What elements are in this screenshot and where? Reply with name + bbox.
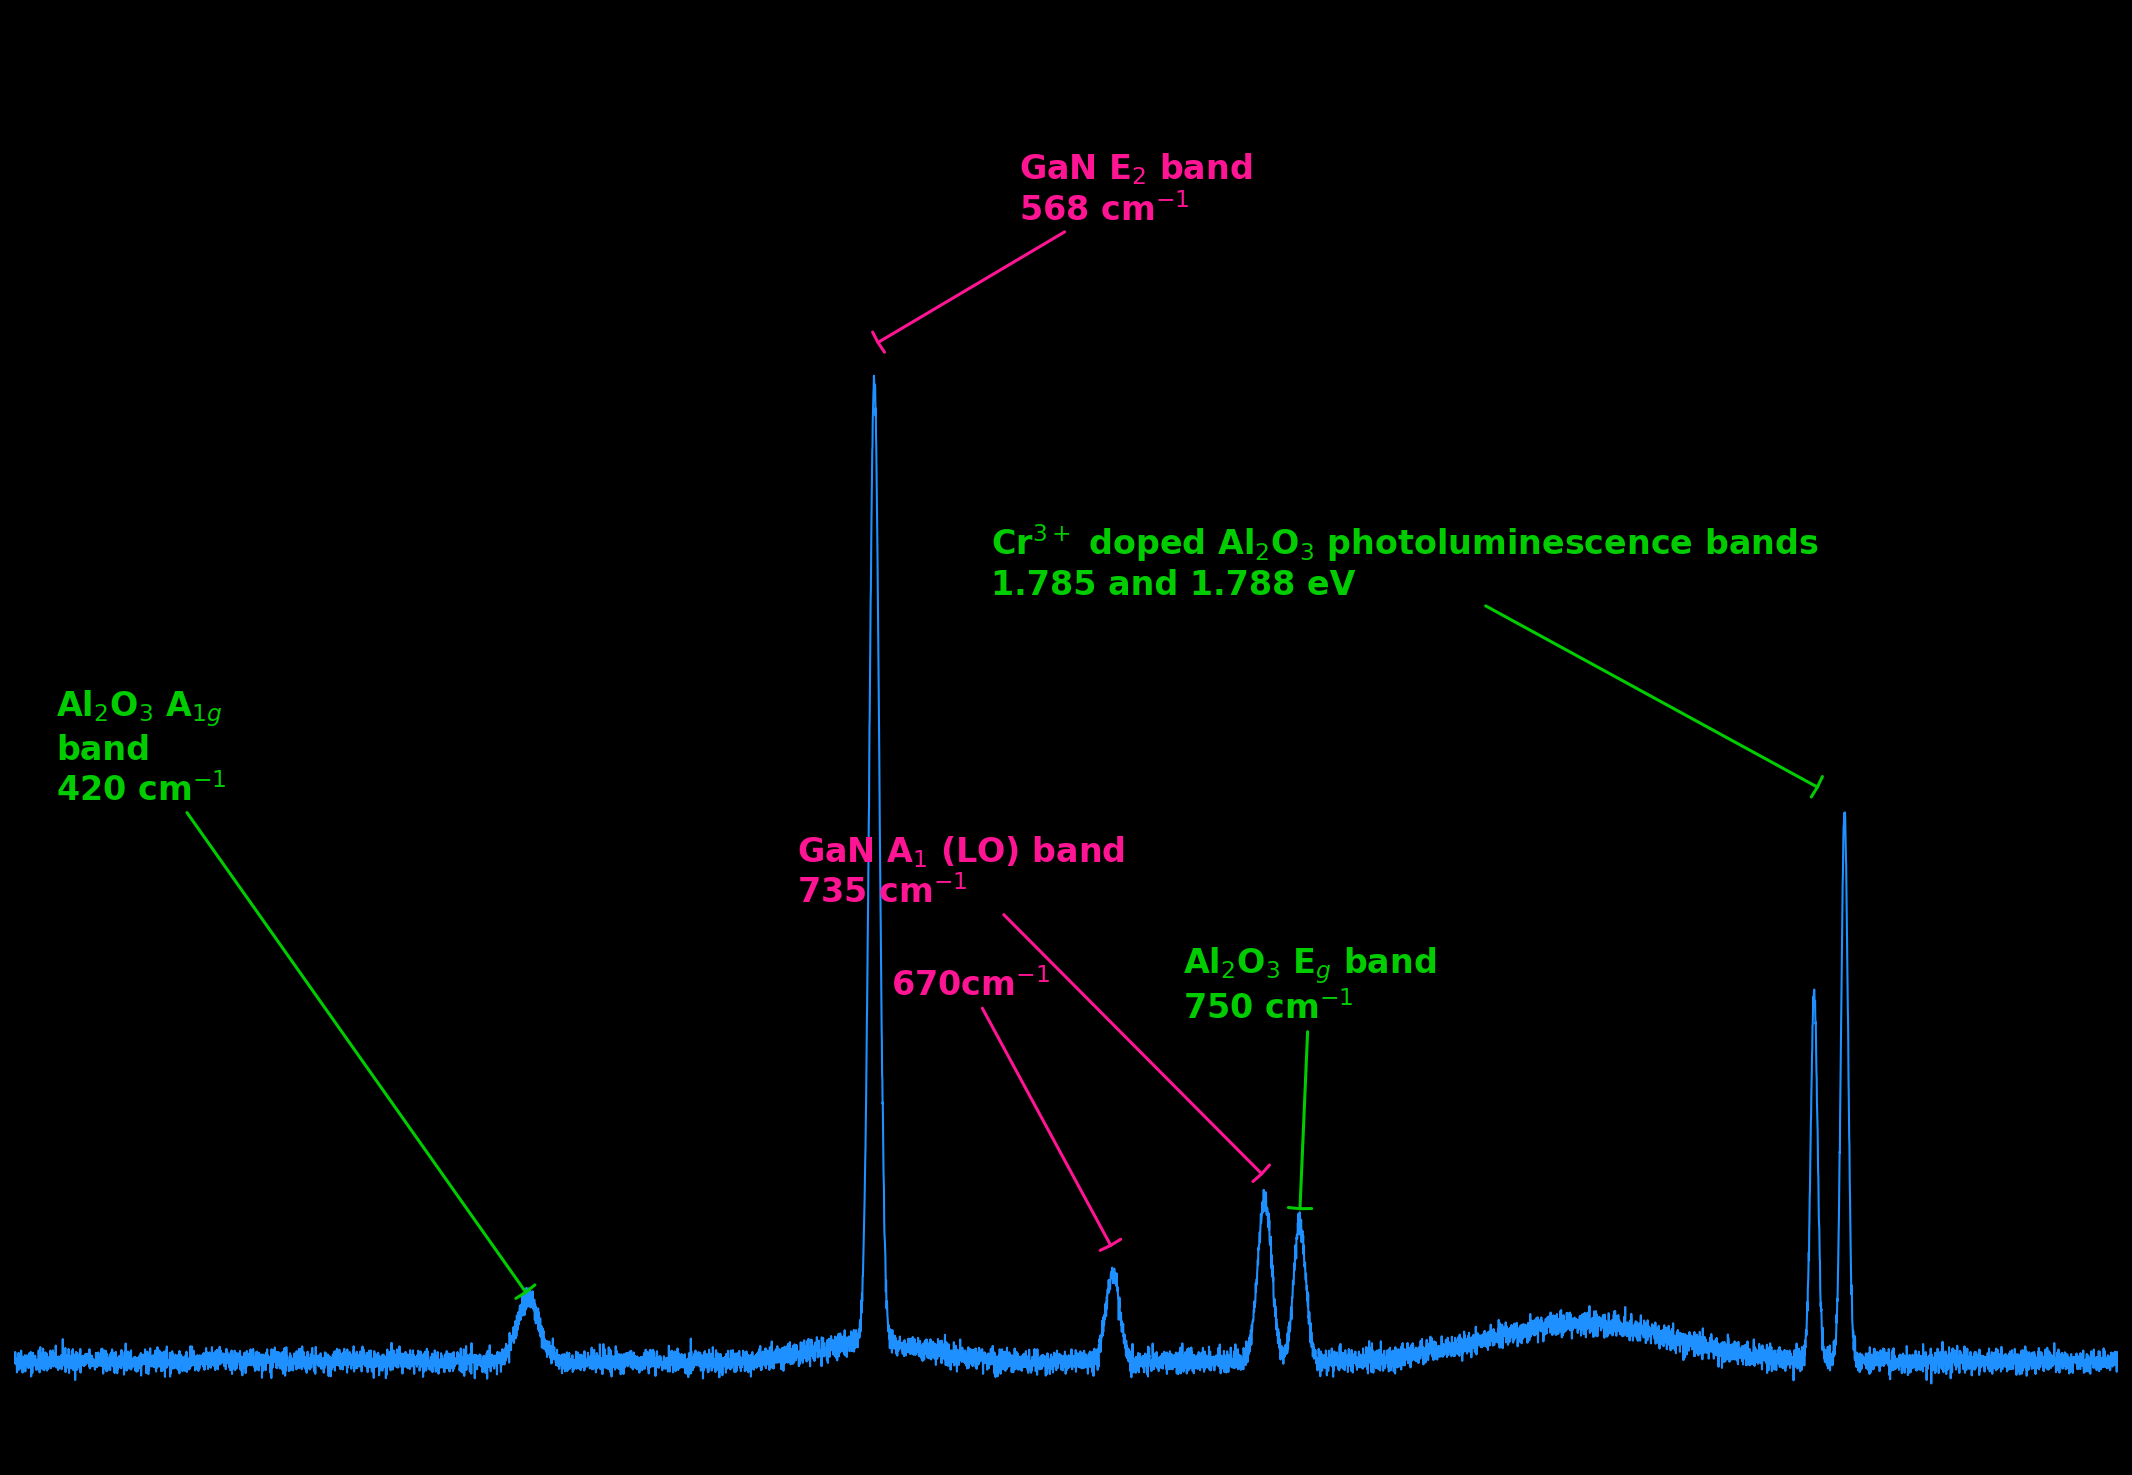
Text: GaN A$_1$ (LO) band
735 cm$^{-1}$: GaN A$_1$ (LO) band 735 cm$^{-1}$	[797, 833, 1269, 1181]
Text: Cr$^{3+}$ doped Al$_2$O$_3$ photoluminescence bands
1.785 and 1.788 eV: Cr$^{3+}$ doped Al$_2$O$_3$ photolumines…	[991, 522, 1823, 796]
Text: 670cm$^{-1}$: 670cm$^{-1}$	[891, 968, 1121, 1251]
Text: Al$_2$O$_3$ A$_{1g}$
band
420 cm$^{-1}$: Al$_2$O$_3$ A$_{1g}$ band 420 cm$^{-1}$	[55, 689, 535, 1298]
Text: Al$_2$O$_3$ E$_g$ band
750 cm$^{-1}$: Al$_2$O$_3$ E$_g$ band 750 cm$^{-1}$	[1183, 945, 1437, 1208]
Text: GaN E$_2$ band
568 cm$^{-1}$: GaN E$_2$ band 568 cm$^{-1}$	[872, 152, 1254, 353]
